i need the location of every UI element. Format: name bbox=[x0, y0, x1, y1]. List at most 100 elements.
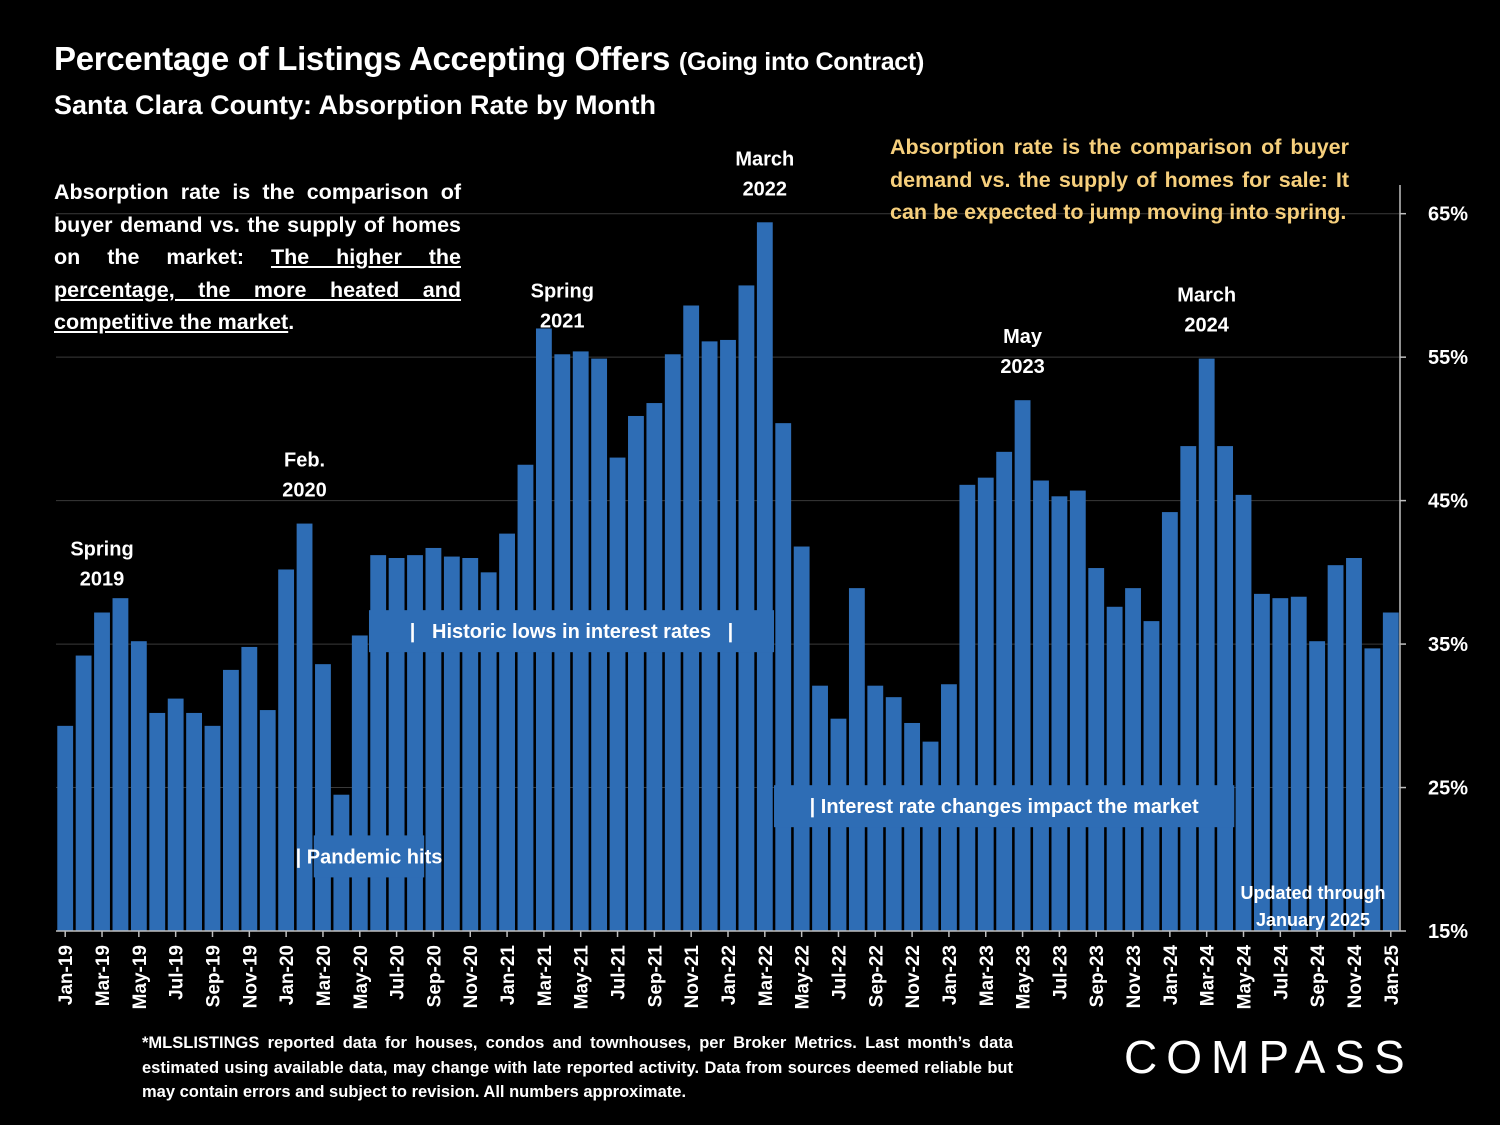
note-left-end: . bbox=[288, 310, 295, 334]
y-tick-label: 15% bbox=[1428, 921, 1468, 943]
bar bbox=[57, 725, 74, 931]
note-right: Absorption rate is the comparison of buy… bbox=[890, 135, 1349, 224]
bar bbox=[425, 547, 442, 931]
bar bbox=[1364, 648, 1381, 931]
x-tick-label: Sep-23 bbox=[1087, 945, 1108, 1007]
bar bbox=[793, 546, 810, 931]
x-tick-label: Jan-19 bbox=[56, 945, 77, 1005]
bar bbox=[241, 646, 258, 931]
x-tick-label: Sep-20 bbox=[424, 945, 445, 1007]
x-tick-label: Jan-22 bbox=[719, 945, 740, 1005]
peak-annotation: 2024 bbox=[1184, 315, 1229, 337]
x-tick-label: Jul-21 bbox=[609, 945, 630, 1000]
peak-annotation: Spring bbox=[70, 539, 133, 561]
updated-note-line: January 2025 bbox=[1255, 910, 1371, 930]
bar bbox=[1014, 400, 1031, 931]
x-tick-label: Nov-23 bbox=[1124, 945, 1145, 1008]
bar bbox=[628, 415, 644, 931]
bar bbox=[1254, 593, 1270, 931]
x-tick-label: Nov-21 bbox=[682, 945, 703, 1009]
bar bbox=[1217, 446, 1234, 931]
peak-annotation: 2020 bbox=[282, 480, 327, 502]
x-tick-label: Jan-20 bbox=[277, 945, 298, 1005]
x-tick-label: Nov-22 bbox=[903, 945, 924, 1008]
bar bbox=[1069, 490, 1086, 931]
updated-note: Updated through January 2025 bbox=[1213, 880, 1413, 934]
bar bbox=[186, 712, 202, 931]
x-tick-label: May-23 bbox=[1014, 945, 1035, 1009]
bar bbox=[1125, 588, 1141, 931]
bar bbox=[1290, 596, 1307, 931]
x-tick-label: Mar-20 bbox=[314, 945, 335, 1006]
x-tick-label: Mar-23 bbox=[977, 945, 998, 1006]
band-box bbox=[368, 610, 775, 653]
bar bbox=[1327, 565, 1344, 931]
x-tick-label: Nov-20 bbox=[461, 945, 482, 1008]
peak-annotation: 2019 bbox=[80, 569, 125, 591]
x-tick-label: Jan-21 bbox=[498, 945, 519, 1006]
peak-annotation: May bbox=[1003, 326, 1043, 348]
band-box bbox=[313, 835, 425, 878]
band-label: | Historic lows in interest rates | bbox=[410, 621, 734, 643]
x-tick-label: Jan-23 bbox=[940, 945, 961, 1005]
x-tick-label: Jul-22 bbox=[829, 945, 850, 1000]
bar bbox=[130, 641, 147, 931]
bar bbox=[775, 423, 792, 931]
peak-annotation: Feb. bbox=[284, 450, 325, 472]
band-label: | Pandemic hits bbox=[296, 846, 443, 868]
bar bbox=[1272, 598, 1289, 931]
bar bbox=[1198, 358, 1215, 931]
bar bbox=[296, 523, 313, 931]
x-tick-label: Sep-24 bbox=[1308, 945, 1329, 1008]
bar bbox=[204, 725, 221, 931]
bar bbox=[609, 457, 626, 931]
band-box bbox=[774, 785, 1235, 828]
peak-annotation: March bbox=[735, 148, 794, 170]
bar bbox=[996, 451, 1013, 931]
x-tick-label: Mar-22 bbox=[756, 945, 777, 1006]
x-tick-label: Sep-22 bbox=[866, 945, 887, 1007]
x-tick-label: May-21 bbox=[572, 945, 593, 1010]
bar bbox=[646, 403, 663, 931]
bar bbox=[1033, 480, 1049, 931]
chart-subtitle: Santa Clara County: Absorption Rate by M… bbox=[54, 90, 657, 120]
updated-note-line: Updated through bbox=[1240, 883, 1386, 903]
y-tick-label: 45% bbox=[1428, 491, 1468, 513]
x-tick-label: Mar-21 bbox=[535, 945, 556, 1007]
note-left-plain: Absorption rate is the comparison of buy… bbox=[54, 180, 461, 269]
bar bbox=[1106, 606, 1123, 931]
bar bbox=[848, 588, 865, 931]
bar bbox=[75, 655, 92, 931]
x-tick-label: Jul-20 bbox=[388, 945, 409, 1000]
peak-annotation: 2021 bbox=[540, 310, 585, 332]
compass-logo: COMPASS bbox=[1124, 1031, 1414, 1083]
bar bbox=[1346, 558, 1362, 931]
bar bbox=[1051, 496, 1068, 931]
chart-title: Percentage of Listings Accepting Offers … bbox=[54, 40, 924, 78]
bar bbox=[1309, 641, 1326, 931]
x-tick-label: Jan-24 bbox=[1161, 945, 1182, 1006]
bar bbox=[1161, 512, 1178, 931]
bar bbox=[1143, 621, 1160, 931]
bar bbox=[1088, 568, 1105, 931]
bar bbox=[480, 572, 497, 931]
bar bbox=[278, 569, 295, 931]
x-tick-label: Jul-23 bbox=[1050, 945, 1071, 1000]
x-tick-label: May-22 bbox=[793, 945, 814, 1009]
bar bbox=[167, 698, 184, 931]
bar bbox=[351, 635, 368, 931]
y-tick-label: 65% bbox=[1428, 204, 1468, 226]
peak-annotation: 2023 bbox=[1000, 356, 1045, 378]
x-tick-label: Jul-19 bbox=[167, 945, 188, 1000]
peak-annotation: Spring bbox=[531, 280, 594, 302]
bar bbox=[112, 598, 129, 931]
title-main: Percentage of Listings Accepting Offers bbox=[54, 40, 671, 77]
x-tick-label: Jul-24 bbox=[1271, 945, 1292, 1000]
bar bbox=[259, 710, 276, 931]
x-tick-label: Jan-25 bbox=[1382, 945, 1403, 1006]
peak-annotation: 2022 bbox=[743, 178, 788, 200]
peak-annotation: March bbox=[1177, 285, 1236, 307]
bar bbox=[977, 477, 994, 931]
x-tick-label: May-19 bbox=[130, 945, 151, 1009]
